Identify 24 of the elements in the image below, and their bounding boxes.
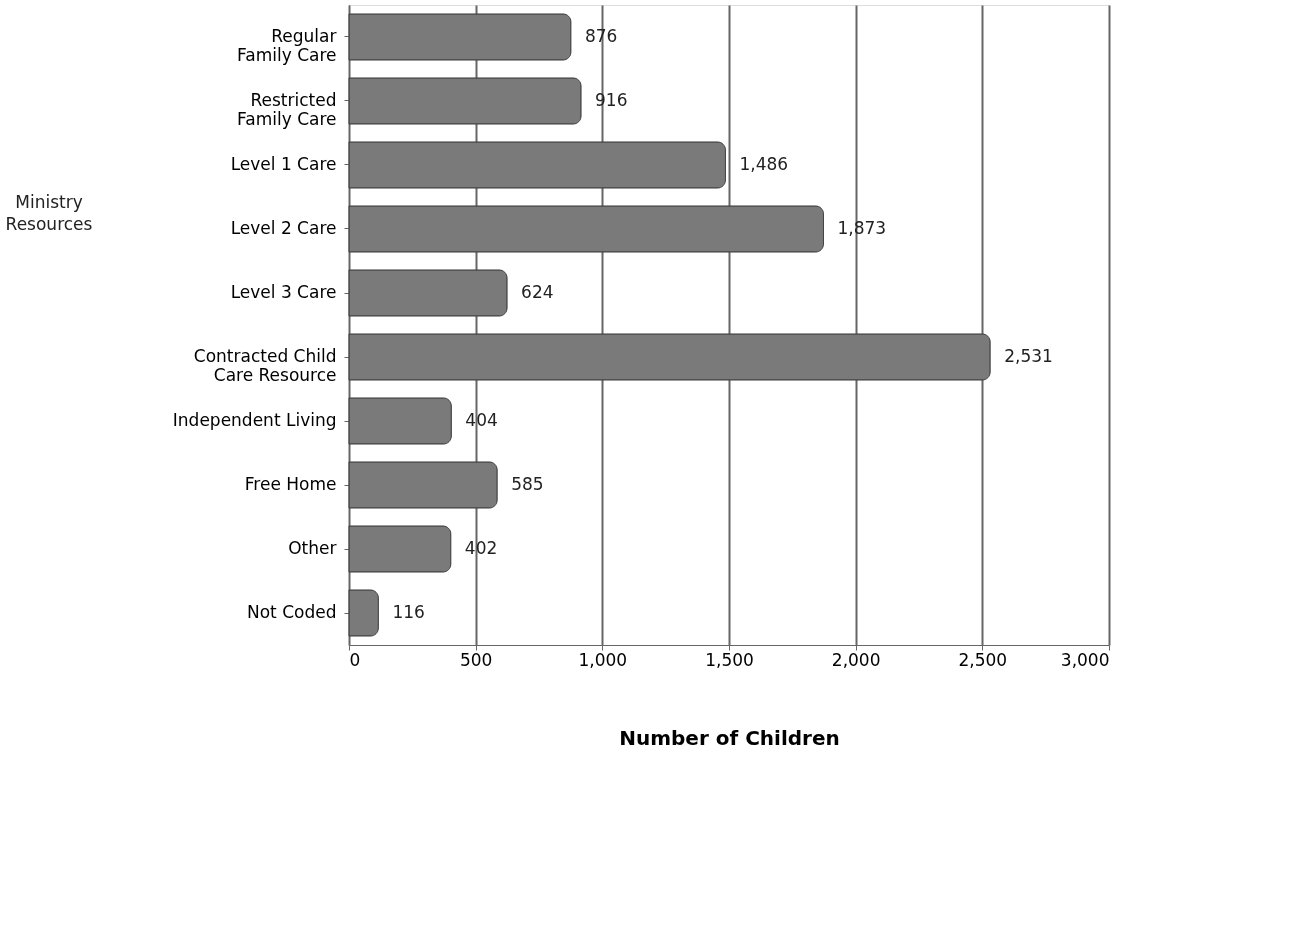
- y-tick-label: Restricted Family Care: [237, 90, 337, 129]
- y-tick-label: Independent Living: [172, 410, 337, 430]
- y-tick-label: Contracted Child Care Resource: [193, 346, 337, 385]
- x-tick-label: 2,500: [958, 649, 1008, 670]
- data-label: 1,486: [739, 154, 789, 174]
- text: Ministry Resources: [5, 192, 93, 235]
- y-tick-label: Level 1 Care: [230, 154, 337, 174]
- y-tick-label: Not Coded: [247, 602, 337, 622]
- y-tick-label: Other: [288, 538, 337, 558]
- data-label: 2,531: [1004, 346, 1053, 366]
- data-label: 585: [511, 474, 544, 494]
- x-tick-label: 500: [459, 649, 493, 670]
- x-axis-title: Number of Children: [619, 725, 840, 750]
- data-label: 624: [521, 282, 554, 302]
- x-tick-label: 0: [349, 649, 361, 670]
- y-tick-label: Regular Family Care: [237, 26, 337, 65]
- x-tick-label: 2,000: [831, 649, 881, 670]
- x-tick-label: 1,500: [705, 649, 754, 670]
- y-tick-label: Level 2 Care: [230, 218, 337, 238]
- y-tick-label: Free Home: [244, 474, 337, 494]
- x-tick-label: 1,000: [578, 649, 628, 670]
- data-label: 116: [392, 602, 425, 622]
- y-tick-label: Level 3 Care: [230, 282, 337, 302]
- x-tick-label: 3,000: [1060, 649, 1110, 670]
